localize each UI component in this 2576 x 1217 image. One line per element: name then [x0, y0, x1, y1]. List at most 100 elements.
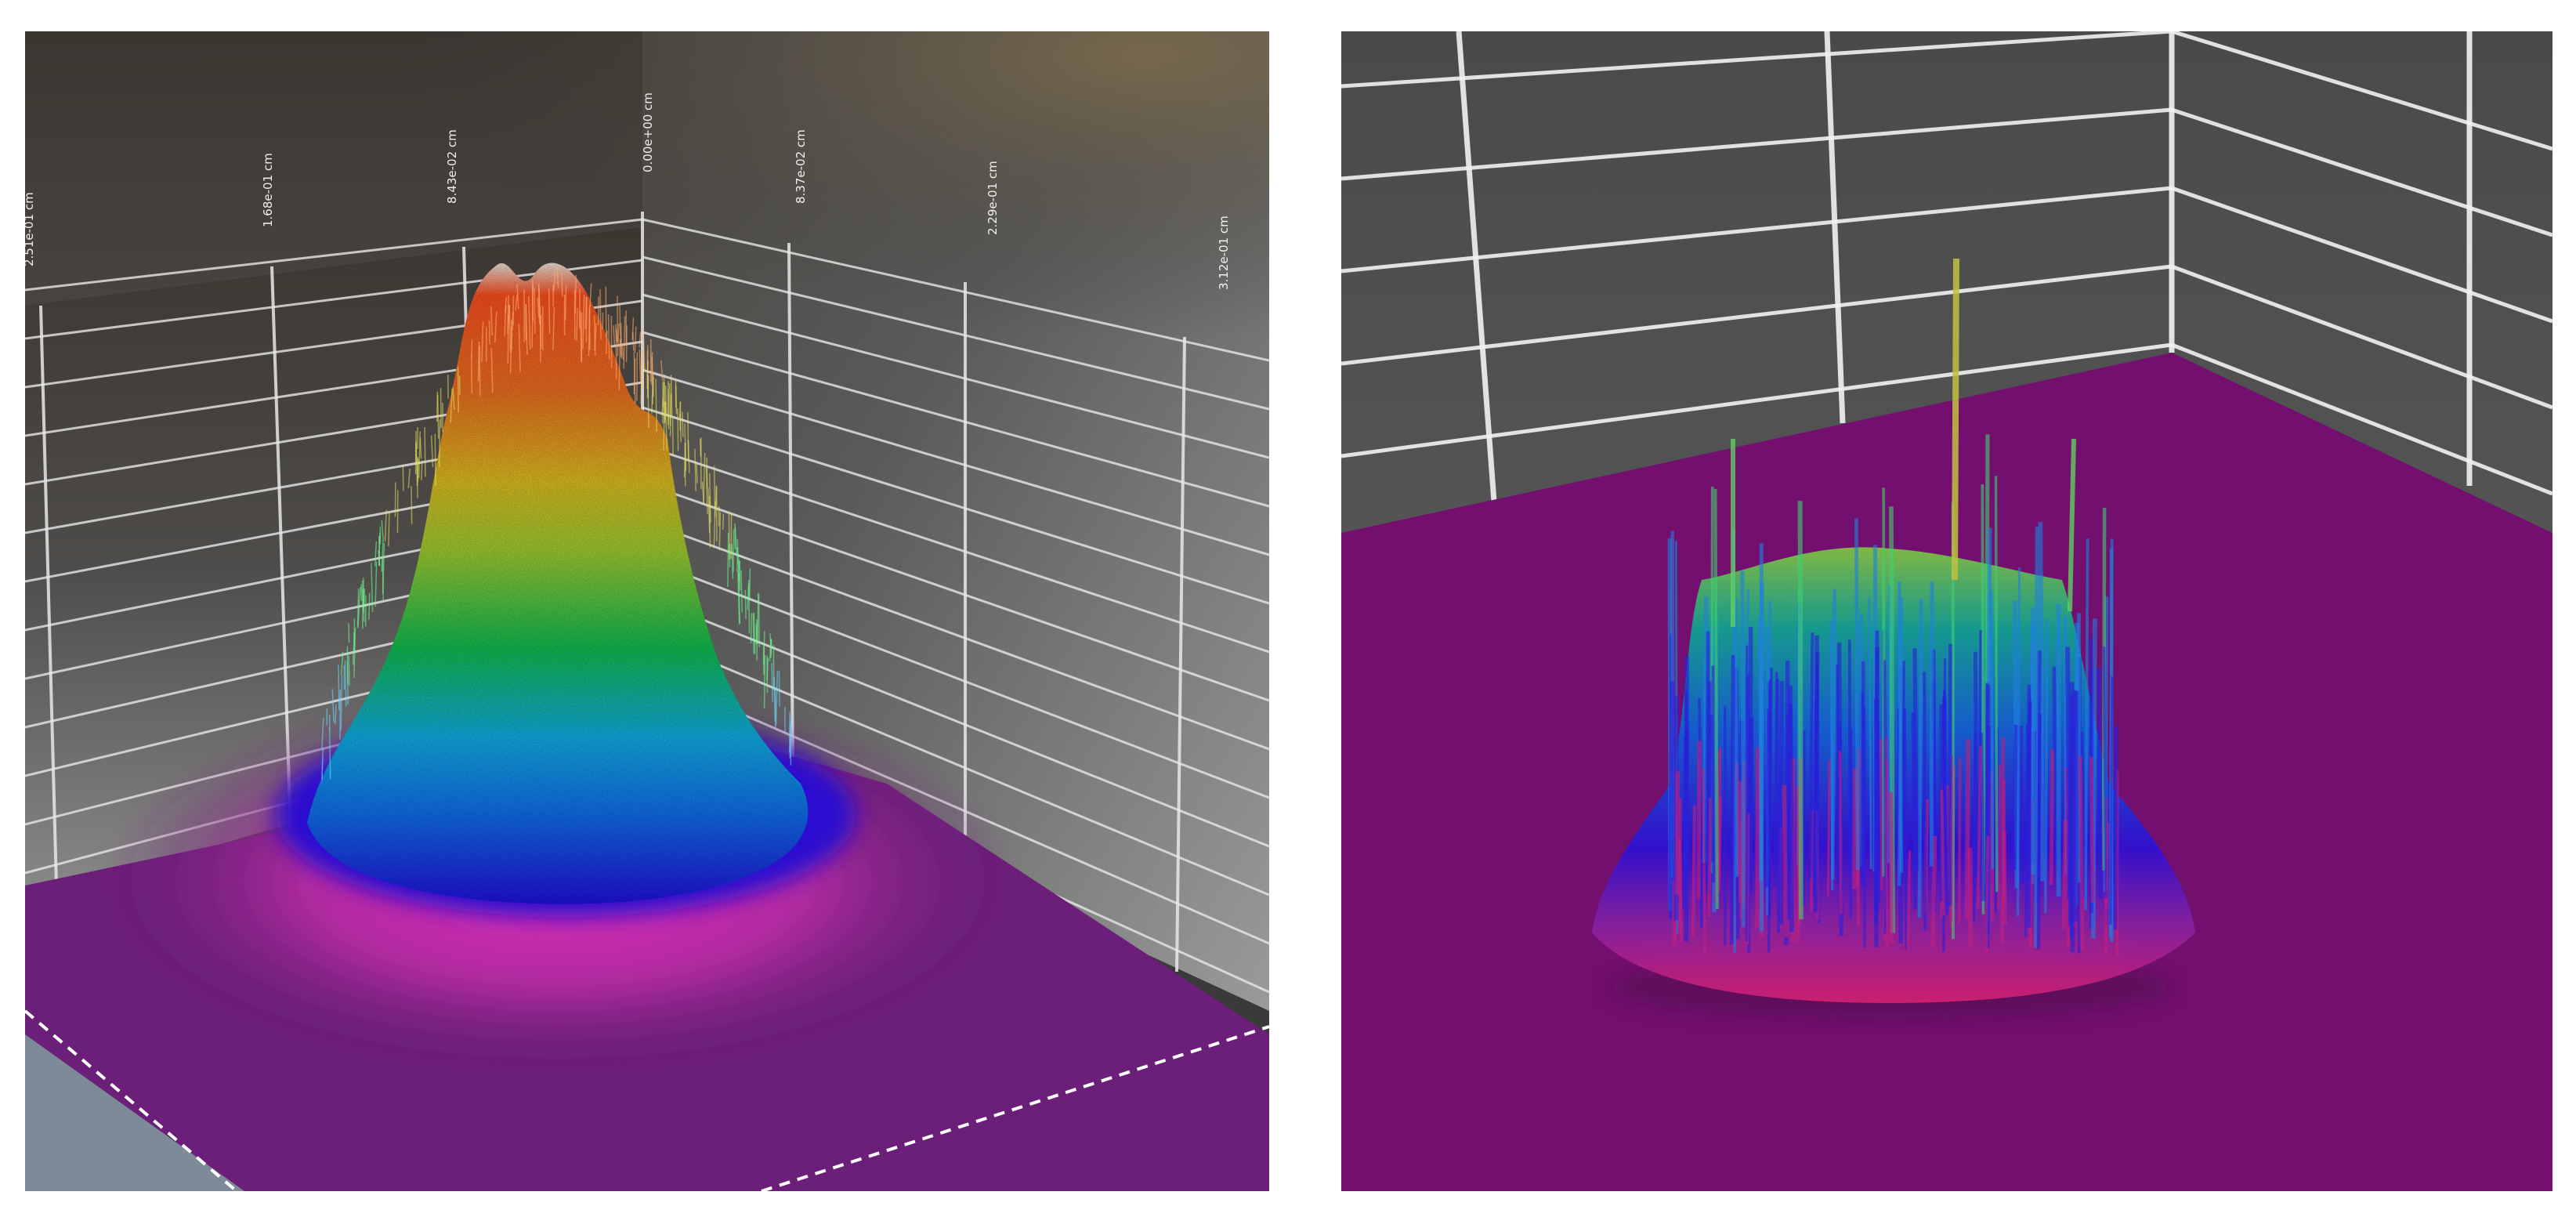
peak-spike	[1735, 597, 1738, 878]
peak-spike	[481, 321, 484, 363]
peak-spike	[752, 613, 754, 654]
peak-spike	[1923, 672, 1927, 931]
peak-spike	[731, 543, 734, 579]
peak-spike	[2034, 527, 2039, 948]
peak-spike	[646, 360, 649, 378]
peak-spike	[621, 343, 624, 360]
grid-line	[642, 406, 1269, 605]
peak-spike	[687, 411, 689, 460]
grid-line	[1175, 336, 1186, 973]
peak-spike	[574, 274, 577, 314]
peak-spike	[1691, 805, 1697, 936]
peak-spike	[696, 463, 698, 484]
grid-line	[1456, 31, 1497, 502]
peak-spike	[518, 324, 521, 372]
peak-spike	[682, 411, 684, 437]
peak-spike	[599, 289, 602, 340]
peak-spike	[664, 382, 666, 424]
grid-line	[642, 481, 1269, 702]
peak-spike	[361, 580, 365, 613]
peak-spike	[420, 460, 423, 480]
peak-spike	[1888, 791, 1894, 943]
beam-profile-left-panel: 2.51e-01 cm 1.68e-01 cm 8.43e-02 cm 0.00…	[25, 31, 1269, 1191]
peak-spike	[528, 295, 531, 350]
peak-spike	[1836, 664, 1840, 883]
peak-spike	[2061, 819, 2068, 930]
peak-spike	[1670, 681, 1677, 880]
grid-line	[39, 305, 58, 886]
peak-spike	[594, 323, 597, 351]
peak-spike	[1957, 758, 1962, 924]
peak-spike	[618, 339, 621, 391]
tick-label: 8.37e-02 cm	[794, 129, 808, 204]
peak-spike	[589, 283, 592, 307]
peak-spike	[2078, 755, 2085, 951]
peak-spike	[750, 613, 752, 644]
peak-spike	[1906, 850, 1912, 951]
peak-spike	[651, 352, 653, 386]
peak-spike	[505, 297, 507, 313]
tick-label: 0.00e+00 cm	[641, 92, 655, 172]
grid-line	[1341, 107, 2173, 181]
peak-spike	[2068, 438, 2076, 612]
peak-spike	[321, 718, 324, 750]
peak-spike	[1973, 651, 1979, 876]
peak-spike	[436, 391, 439, 422]
peak-spike	[1930, 835, 1937, 947]
peak-spike	[368, 592, 371, 620]
peak-spike	[655, 379, 657, 433]
peak-spike	[660, 360, 664, 381]
peak-spike	[588, 305, 591, 357]
peak-spike	[1684, 656, 1689, 942]
grid-line	[2171, 264, 2552, 410]
peak-spike	[1911, 712, 1917, 910]
peak-spike	[434, 433, 436, 486]
peak-spike	[1702, 768, 1706, 956]
peak-spike	[730, 513, 733, 560]
peak-spike	[664, 386, 668, 415]
peak-spike	[457, 366, 459, 412]
peak-spike	[1967, 847, 1974, 948]
peak-spike	[2089, 756, 2095, 903]
peak-spike	[374, 541, 378, 567]
peak-spike	[684, 423, 687, 471]
peak-spike	[607, 314, 610, 360]
peak-spike	[613, 325, 616, 348]
peak-spike	[758, 594, 760, 647]
peak-spike	[411, 486, 413, 524]
peak-spike	[703, 452, 706, 505]
peak-spike	[1854, 518, 1860, 871]
grid-line	[2171, 107, 2552, 237]
peak-spike	[1851, 769, 1858, 889]
peak-spike	[1778, 681, 1784, 925]
floor-dashed-border-right	[761, 1025, 1269, 1191]
beam-profile-3d-plot: 2.51e-01 cm 1.68e-01 cm 8.43e-02 cm 0.00…	[25, 31, 1269, 1191]
peak-spike	[1952, 258, 1959, 581]
grid-line	[642, 331, 1269, 508]
peak-spike	[516, 284, 519, 310]
peak-spike	[537, 297, 540, 319]
peak-spike	[515, 294, 518, 311]
peak-spike	[718, 512, 722, 551]
peak-spike	[346, 646, 349, 685]
peak-spike	[2018, 726, 2024, 883]
peak-spike	[1748, 627, 1753, 893]
grid-line	[642, 293, 1269, 459]
peak-spike	[1782, 784, 1789, 938]
peak-spike	[1740, 570, 1746, 928]
peak-spike	[419, 437, 422, 459]
grid-line	[2171, 342, 2552, 496]
peak-spike	[340, 676, 343, 730]
peak-spike	[328, 727, 331, 780]
peak-spike	[633, 352, 636, 404]
peak-spike	[617, 323, 620, 357]
tick-label: 2.51e-01 cm	[25, 192, 36, 266]
peak-spike	[338, 665, 340, 711]
peak-spike	[1674, 771, 1680, 895]
tick-label: 3.12e-01 cm	[1217, 216, 1231, 290]
peak-spike	[579, 310, 583, 363]
peak-spike	[1707, 798, 1713, 917]
peak-spike	[640, 351, 643, 404]
peak-spike	[356, 588, 360, 628]
grid-line	[1341, 186, 2173, 273]
